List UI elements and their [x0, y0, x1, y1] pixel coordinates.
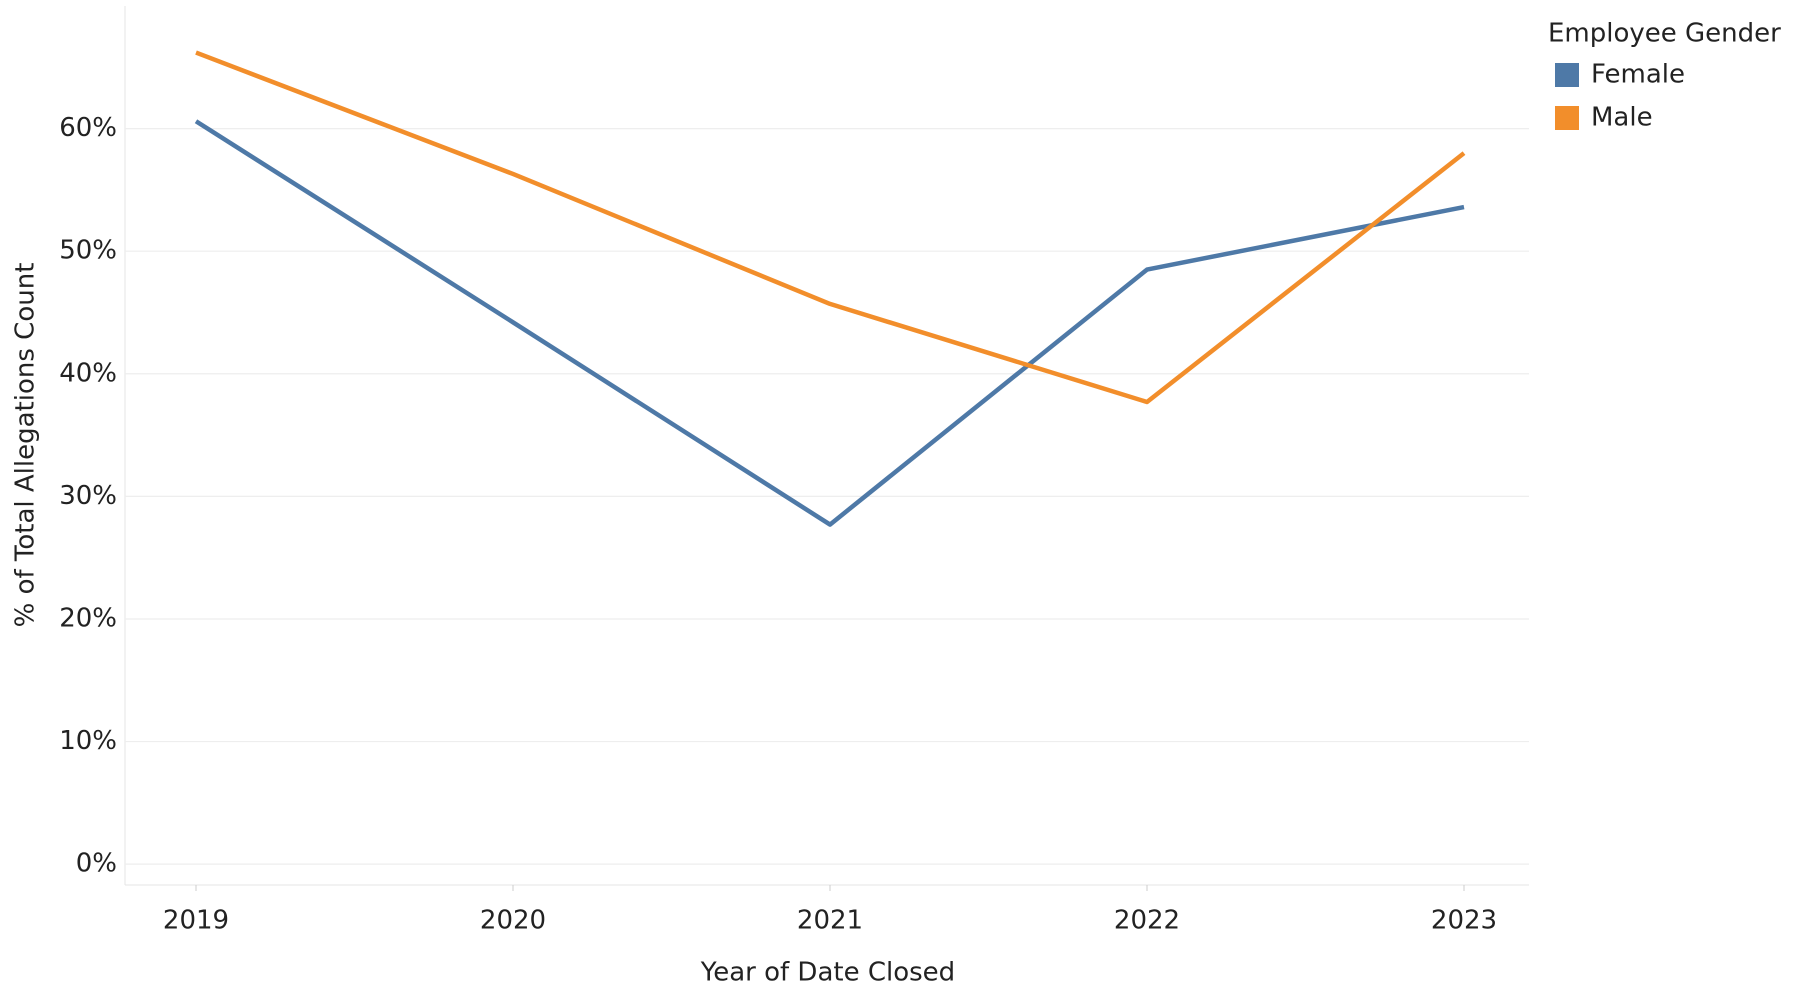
y-axis-label: % of Total Allegations Count [11, 263, 41, 628]
y-tick-label: 20% [59, 603, 117, 633]
legend-swatch [1555, 63, 1579, 87]
series-line [194, 119, 1465, 527]
x-axis-label: Year of Date Closed [700, 958, 955, 987]
legend-title: Employee Gender [1548, 19, 1781, 49]
x-tick-label: 2020 [480, 906, 546, 936]
series-line [195, 50, 1466, 405]
y-tick-label: 40% [59, 358, 117, 388]
y-tick-label: 30% [59, 481, 117, 511]
y-tick-label: 0% [76, 849, 117, 879]
y-tick-label: 50% [59, 236, 117, 266]
x-tick-label: 2022 [1114, 906, 1180, 936]
legend-label: Male [1591, 103, 1653, 133]
legend-swatch [1555, 106, 1579, 130]
x-tick-label: 2019 [163, 906, 229, 936]
y-tick-label: 60% [59, 113, 117, 143]
x-tick-label: 2021 [797, 906, 863, 936]
legend-label: Female [1591, 60, 1685, 90]
y-tick-label: 10% [59, 726, 117, 756]
x-tick-label: 2023 [1431, 906, 1497, 936]
